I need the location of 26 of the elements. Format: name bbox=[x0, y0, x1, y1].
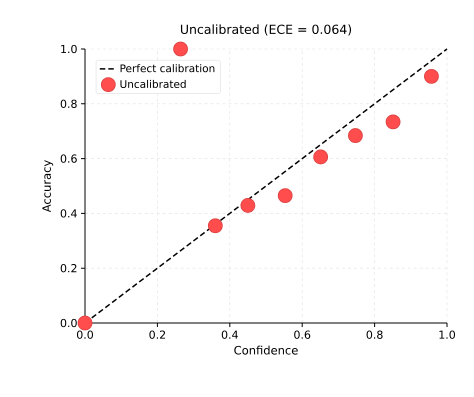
y-axis-title: Accuracy bbox=[42, 160, 54, 212]
x-tick-label: 0.8 bbox=[366, 330, 383, 339]
point bbox=[208, 218, 223, 234]
y-tick-label: 0.0 bbox=[60, 318, 77, 328]
chart-title: Uncalibrated (ECE = 0.064) bbox=[180, 24, 352, 36]
y-tick-label: 0.6 bbox=[60, 154, 77, 163]
x-tick-label: 0.0 bbox=[76, 330, 94, 339]
point bbox=[78, 316, 92, 330]
point bbox=[424, 69, 439, 84]
x-axis-title: Confidence bbox=[234, 346, 298, 355]
point bbox=[348, 128, 363, 143]
legend-label: Uncalibrated bbox=[120, 80, 186, 88]
y-tick-label: 0.8 bbox=[60, 100, 77, 108]
legend-label: Perfect calibration bbox=[120, 64, 214, 72]
point bbox=[173, 42, 188, 56]
y-tick-label: 0.2 bbox=[60, 264, 76, 272]
y-tick-label: 1.0 bbox=[61, 44, 77, 54]
point bbox=[313, 150, 328, 164]
x-tick-label: 0.4 bbox=[222, 330, 238, 339]
point bbox=[386, 114, 400, 130]
point bbox=[278, 188, 293, 203]
x-tick-label: 1.0 bbox=[439, 330, 456, 339]
x-tick-label: 0.2 bbox=[149, 330, 166, 339]
point bbox=[240, 198, 256, 213]
y-tick-label: 0.4 bbox=[60, 209, 77, 218]
x-tick-label: 0.6 bbox=[294, 330, 310, 339]
